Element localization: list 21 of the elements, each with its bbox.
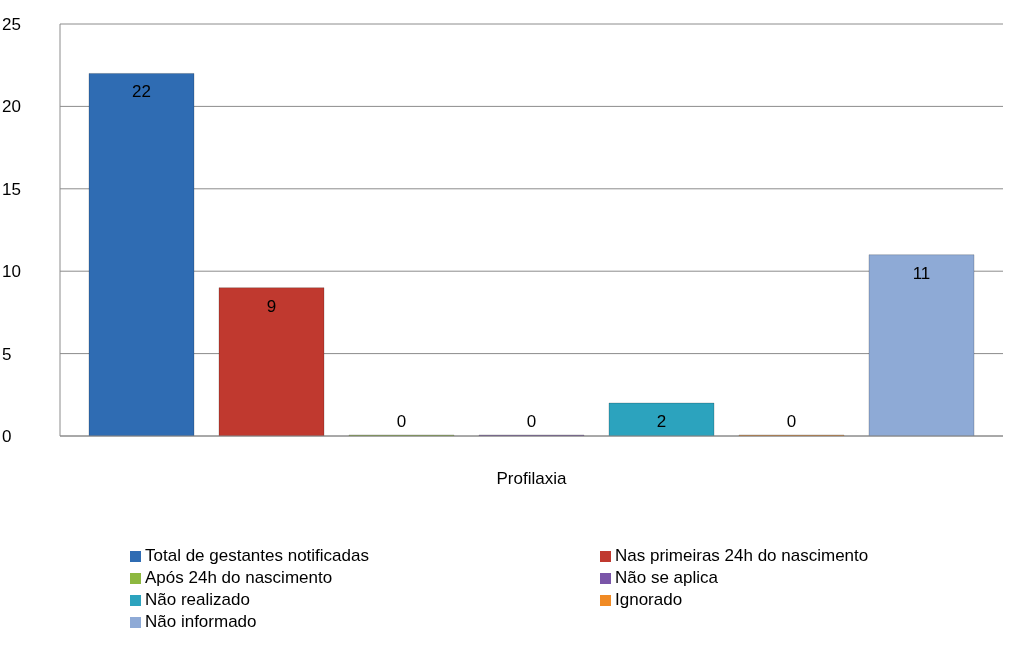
y-tick-label: 15 <box>2 179 21 199</box>
y-tick-label: 20 <box>2 97 21 117</box>
data-label: 0 <box>526 412 537 431</box>
y-tick-label: 0 <box>2 427 12 447</box>
legend-label: Não se aplica <box>615 568 719 588</box>
legend-label: Nas primeiras 24h do nascimento <box>615 546 869 566</box>
data-label: 22 <box>132 82 151 102</box>
legend-label: Após 24h do nascimento <box>145 568 333 588</box>
data-label: 2 <box>656 412 667 432</box>
data-label: 9 <box>266 296 277 316</box>
x-tick-label: Profilaxia <box>496 469 567 489</box>
data-label: 0 <box>396 412 407 431</box>
legend-label: Não realizado <box>145 590 250 610</box>
data-label: 0 <box>786 412 797 431</box>
y-tick-label: 5 <box>2 344 12 364</box>
legend-label: Ignorado <box>615 590 683 610</box>
y-tick-label: 25 <box>2 15 21 35</box>
legend-label: Não informado <box>145 612 257 632</box>
y-tick-label: 10 <box>2 262 21 282</box>
data-label: 11 <box>912 263 931 283</box>
legend-label: Total de gestantes notificadas <box>145 546 369 566</box>
